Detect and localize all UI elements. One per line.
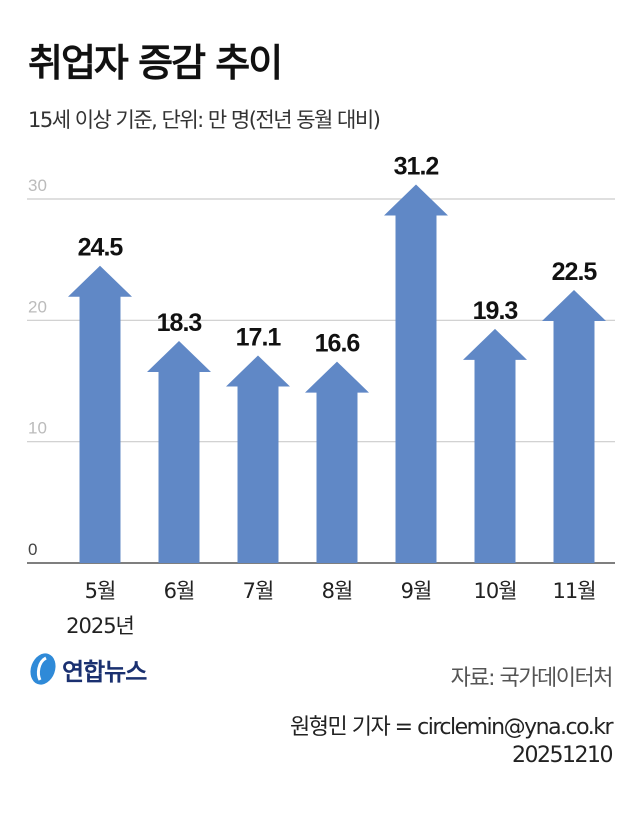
x-tick-label: 5월	[85, 579, 116, 603]
arrow-bar	[542, 290, 606, 563]
x-tick-label: 8월	[322, 579, 353, 603]
x-tick-label: 7월	[243, 579, 274, 603]
arrow-bar	[226, 355, 290, 563]
reporter-credit: 원형민 기자 = circlemin@yna.co.kr	[290, 715, 614, 740]
chart-title: 취업자 증감 추이	[28, 41, 283, 85]
x-tick-label: 10월	[473, 579, 516, 603]
y-tick-label: 20	[28, 297, 47, 316]
yonhap-logo-icon	[30, 653, 56, 685]
data-label: 31.2	[394, 152, 439, 180]
publish-date: 20251210	[512, 743, 613, 768]
arrow-bar	[68, 265, 132, 563]
data-label: 22.5	[552, 258, 598, 286]
logo-text: 연합뉴스	[62, 657, 147, 686]
data-label: 19.3	[473, 297, 518, 325]
data-label: 16.6	[315, 330, 360, 358]
data-label: 24.5	[78, 234, 124, 262]
arrow-bar	[384, 184, 448, 563]
yonhap-logo: 연합뉴스	[28, 650, 147, 688]
x-year-label: 2025년	[66, 614, 134, 638]
arrow-bar	[463, 328, 527, 563]
x-tick-label: 9월	[401, 579, 432, 603]
source-note: 자료: 국가데이터처	[450, 666, 614, 691]
y-tick-label: 30	[28, 176, 47, 195]
arrow-bar	[305, 361, 369, 563]
x-tick-label: 11월	[552, 579, 595, 603]
chart-subtitle: 15세 이상 기준, 단위: 만 명(전년 동월 대비)	[28, 108, 381, 132]
x-tick-label: 6월	[164, 579, 195, 603]
y-tick-label: 10	[28, 419, 47, 438]
byline: 원형민 기자 = circlemin@yna.co.kr 20251210	[290, 714, 614, 770]
data-label: 17.1	[236, 324, 282, 352]
arrow-bar	[147, 340, 211, 563]
arrow-bar-chart: 0 10 20 30 24.5 5월 18.3 6월 17.1 7월 16.6 8월 31.2 9월 19.…	[27, 152, 615, 638]
data-label: 18.3	[157, 309, 202, 337]
y-tick-label: 0	[28, 540, 37, 559]
